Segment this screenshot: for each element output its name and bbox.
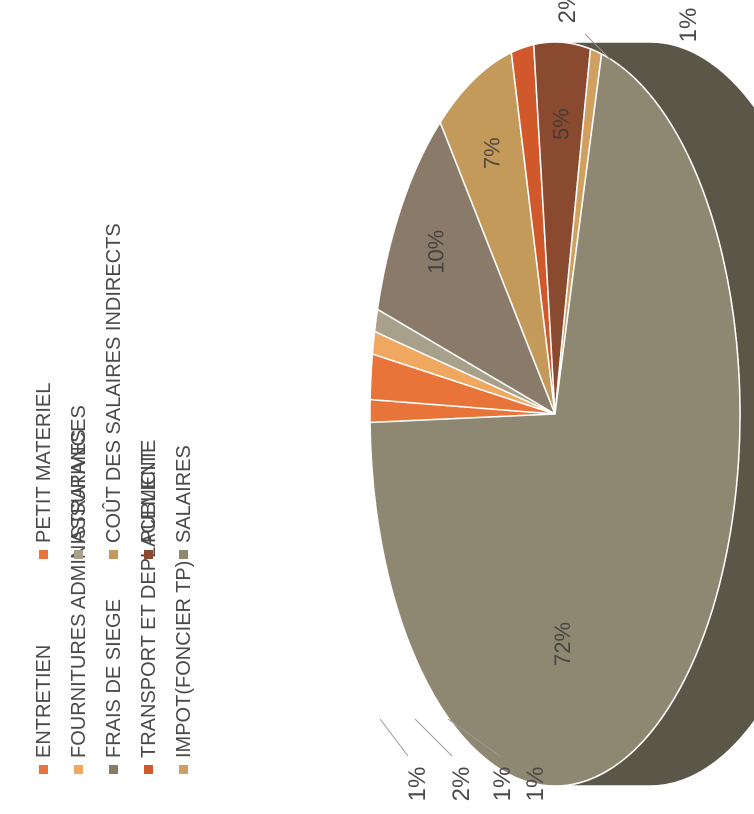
leader-line-2 — [414, 718, 453, 757]
legend-swatch-4 — [74, 550, 83, 559]
legend-swatch-10 — [179, 550, 188, 559]
legend-swatch-3 — [74, 765, 83, 774]
legend-swatch-9 — [179, 765, 188, 774]
legend-label-3: FOURNITURES ADMINISTRATIVES — [68, 429, 90, 758]
data-label-6: 7% — [480, 137, 505, 169]
data-label-1: 1% — [404, 767, 431, 802]
legend-label-4: ASSURANCES — [68, 405, 90, 543]
leader-line-3 — [447, 718, 501, 757]
legend-label-8: PUBLICITE — [138, 440, 160, 543]
legend-swatch-7 — [144, 765, 153, 774]
legend-label-1: ENTRETIEN — [33, 645, 55, 758]
data-label-3: 1% — [489, 767, 516, 802]
pie-slice-5 — [376, 120, 557, 416]
legend-label-9: IMPOT(FONCIER TP) — [173, 561, 195, 758]
legend-swatch-8 — [144, 550, 153, 559]
legend-label-6: COÛT DES SALAIRES INDIRECTS — [102, 223, 125, 543]
leader-line-1 — [379, 718, 409, 757]
data-label-5: 10% — [423, 230, 448, 274]
data-label-7: 2% — [554, 0, 581, 23]
pie-slice-10 — [369, 52, 741, 787]
data-label-9: 1% — [675, 8, 702, 43]
legend-swatch-1 — [39, 765, 48, 774]
legend-swatch-2 — [39, 550, 48, 559]
legend-label-7: TRANSPORT ET DEPLACEMENT — [138, 449, 160, 758]
data-label-10: 72% — [550, 622, 575, 666]
legend-label-5: FRAIS DE SIEGE — [103, 599, 125, 758]
data-label-4: 1% — [522, 767, 549, 802]
data-label-2: 2% — [448, 767, 475, 802]
legend-swatch-6 — [109, 550, 118, 559]
data-label-8: 5% — [549, 108, 574, 140]
legend-swatch-5 — [109, 765, 118, 774]
legend-label-10: SALAIRES — [173, 445, 195, 543]
pie-slice-6 — [439, 51, 556, 415]
leader-line-4 — [584, 33, 611, 60]
legend-label-2: PETIT MATERIEL — [33, 383, 55, 543]
